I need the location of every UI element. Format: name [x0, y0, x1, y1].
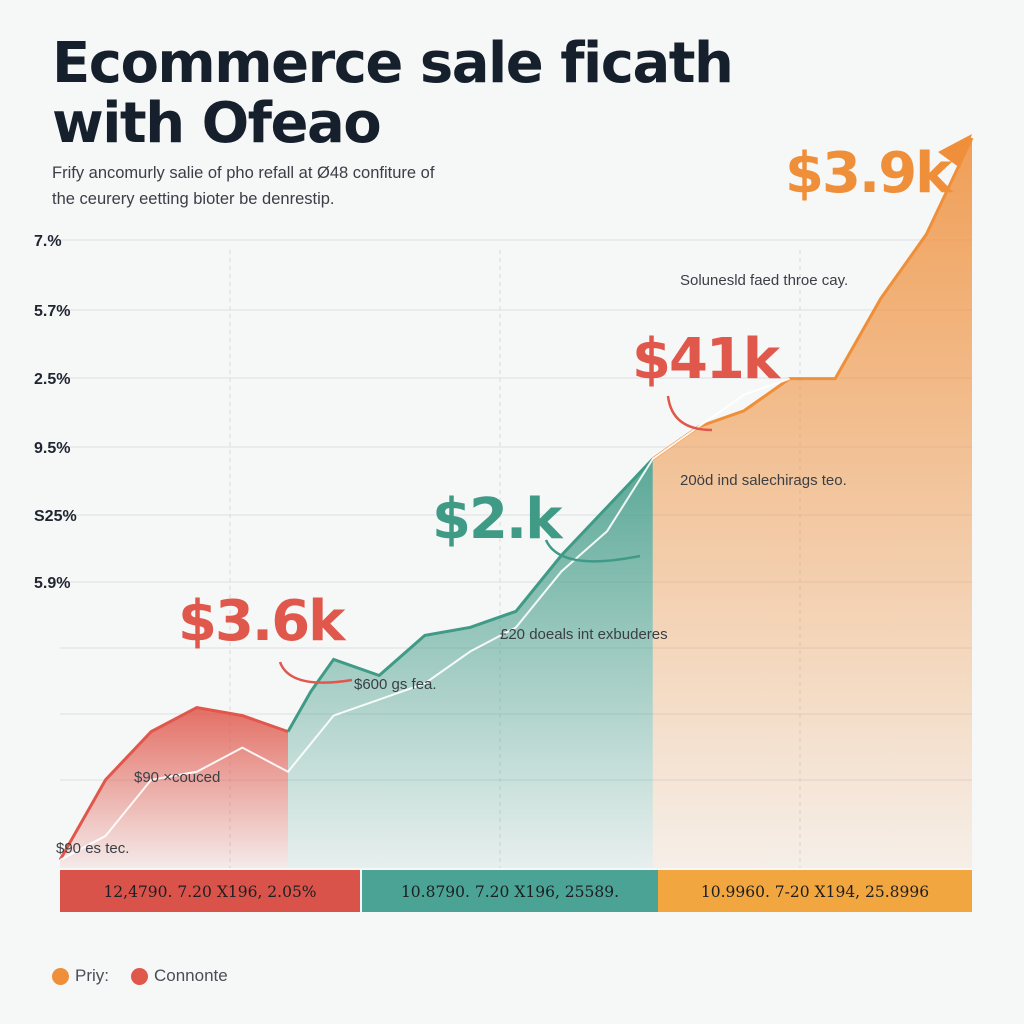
subtitle-line-1: Frify ancomurly salie of pho refall at Ø… — [52, 164, 435, 182]
annotation-label: $600 gs fea. — [354, 676, 437, 693]
annotation-label: Solunesld faed throe cay. — [680, 272, 848, 289]
stat-bar-label: 12,4790. 7.20 X196, 2.05% — [103, 883, 316, 901]
legend-label-1: Priy: — [75, 966, 109, 985]
y-tick-label: 5.9% — [34, 575, 70, 592]
y-tick-label: 9.5% — [34, 440, 70, 457]
legend-item-1: Priy: — [52, 966, 109, 986]
subtitle-line-2: the ceurery eetting bioter be denrestip. — [52, 190, 335, 208]
chart-subtitle: Frify ancomurly salie of pho refall at Ø… — [52, 160, 434, 212]
title-line-1: Ecommerce sale ficath — [52, 31, 734, 96]
trend-line — [59, 377, 790, 861]
big-value-label: $3.6k — [178, 589, 347, 654]
callout-arrow — [544, 539, 641, 563]
line-teal — [286, 457, 654, 733]
arrow-head — [938, 134, 972, 169]
chart-legend: Priy: Connonte — [52, 966, 228, 986]
callout-arrow — [278, 661, 353, 684]
big-value-label: $3.9k — [785, 141, 954, 206]
y-tick-label: 5.7% — [34, 303, 70, 320]
legend-label-2: Connonte — [154, 966, 228, 985]
annotation-label: $90 es tec. — [56, 840, 129, 857]
line-orange — [651, 137, 974, 461]
title-line-2: with Ofeao — [52, 91, 382, 156]
annotation-label: 20öd ind salechirags teo. — [680, 472, 847, 489]
annotation-label: £20 doeals int exbuderes — [500, 626, 668, 643]
stat-bar-label: 10.8790. 7.20 X196, 25589. — [401, 883, 619, 901]
area-red — [60, 707, 288, 868]
big-value-label: $2.k — [432, 487, 564, 552]
stat-bar — [362, 870, 658, 912]
legend-swatch-1 — [52, 967, 69, 985]
callout-arrow — [666, 395, 713, 432]
chart-title: Ecommerce sale ficath with Ofeao — [52, 31, 734, 156]
y-tick-label: 2.5% — [34, 371, 70, 388]
area-orange — [652, 138, 972, 869]
legend-swatch-2 — [131, 967, 148, 985]
stat-bar-label: 10.9960. 7-20 X194, 25.8996 — [701, 883, 929, 901]
line-red — [58, 705, 289, 861]
big-value-label: $41k — [632, 327, 782, 392]
y-tick-label: 7.% — [34, 233, 62, 250]
legend-item-2: Connonte — [131, 966, 228, 986]
annotation-label: $90 ×couced — [134, 769, 220, 786]
y-tick-label: S25% — [34, 508, 77, 525]
stat-bar — [60, 870, 360, 912]
area-teal — [288, 458, 653, 868]
stat-bar — [658, 870, 972, 912]
